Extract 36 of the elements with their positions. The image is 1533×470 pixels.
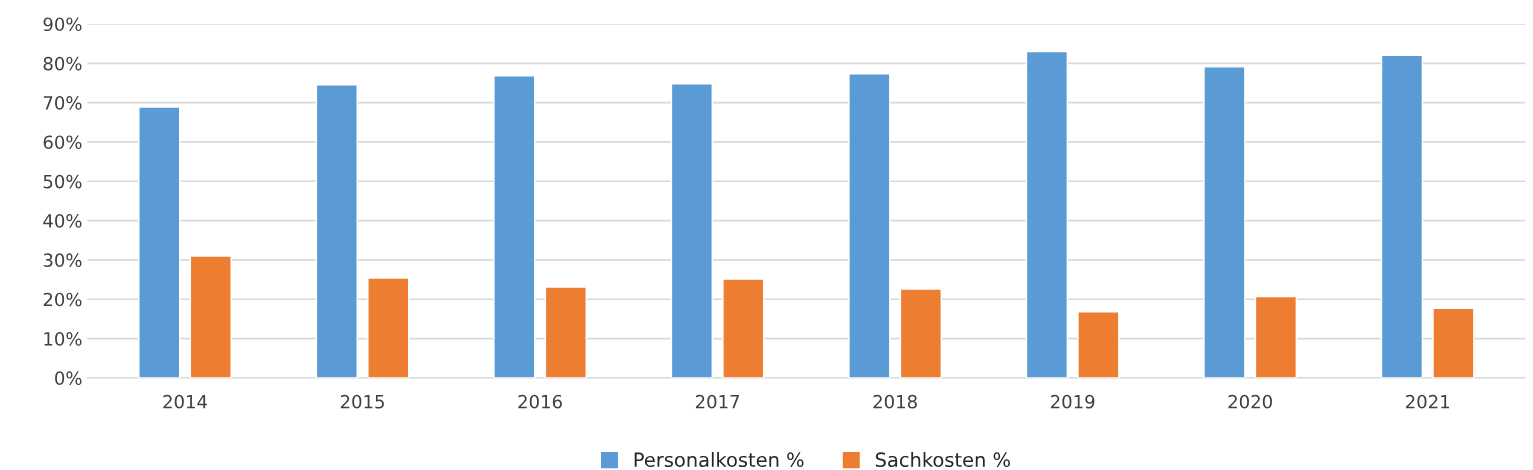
y-tick-label: 50% bbox=[43, 174, 82, 189]
bar bbox=[1203, 66, 1246, 378]
bar bbox=[493, 75, 536, 378]
y-tick-label: 90% bbox=[43, 17, 82, 32]
y-tick-label: 10% bbox=[44, 332, 82, 346]
y-tick-label: 80% bbox=[43, 56, 82, 71]
x-tick-label: 2017 bbox=[695, 394, 740, 409]
x-tick-label: 2016 bbox=[518, 394, 562, 409]
x-tick-label: 2018 bbox=[873, 394, 917, 409]
bar bbox=[1025, 50, 1069, 378]
y-tick-label: 70% bbox=[43, 96, 82, 110]
bar bbox=[1254, 295, 1298, 378]
bar bbox=[899, 288, 942, 378]
y-tick-label: 0% bbox=[55, 371, 82, 385]
legend-label: Personalkosten % bbox=[634, 452, 804, 468]
bar bbox=[189, 255, 232, 378]
bar bbox=[544, 286, 587, 378]
legend-label: Sachkosten % bbox=[875, 452, 1010, 468]
y-tick-label: 40% bbox=[43, 214, 82, 228]
x-tick-label: 2021 bbox=[1406, 394, 1449, 409]
x-tick-label: 2020 bbox=[1228, 394, 1272, 409]
y-tick-label: 20% bbox=[43, 292, 82, 307]
x-tick-label: 2019 bbox=[1050, 394, 1095, 409]
x-tick-label: 2015 bbox=[340, 394, 384, 409]
bar bbox=[670, 83, 713, 378]
bar bbox=[1077, 311, 1120, 378]
x-tick-label: 2014 bbox=[163, 394, 207, 409]
bar bbox=[848, 73, 891, 378]
bar bbox=[138, 106, 181, 378]
bar bbox=[1380, 54, 1424, 378]
bar bbox=[1432, 307, 1475, 378]
y-tick-label: 60% bbox=[43, 135, 82, 150]
bar bbox=[315, 84, 358, 378]
bar bbox=[367, 277, 410, 378]
y-tick-label: 30% bbox=[43, 253, 82, 268]
bar bbox=[722, 278, 765, 378]
